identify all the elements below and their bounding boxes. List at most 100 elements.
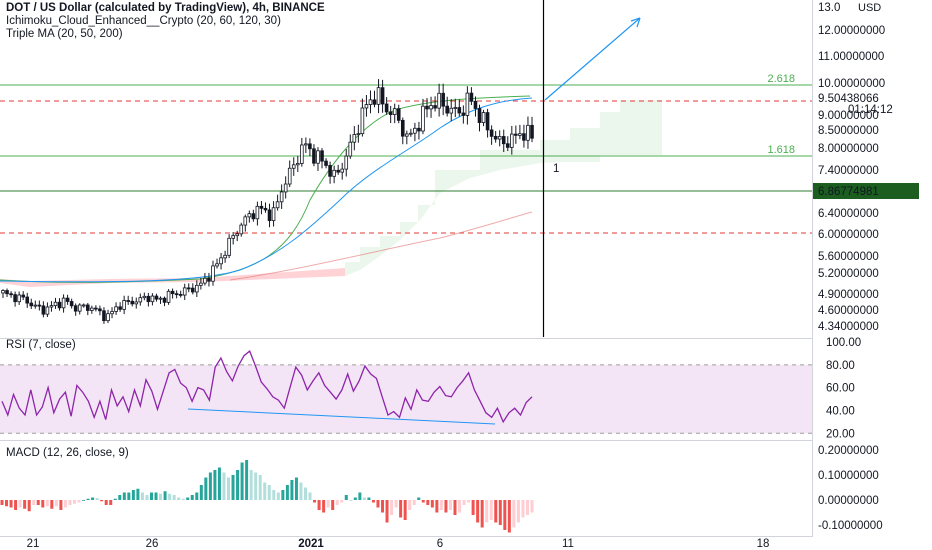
macd-histogram-bar <box>36 500 40 505</box>
macd-histogram-bar <box>82 500 86 501</box>
macd-histogram-bar <box>467 500 471 503</box>
candle-down <box>154 295 159 300</box>
candle-up <box>106 313 110 322</box>
macd-histogram-bar <box>358 492 362 500</box>
candle-down <box>9 293 13 296</box>
macd-histogram-bar <box>272 490 276 500</box>
candle-up <box>279 191 284 203</box>
candle-up <box>352 134 357 143</box>
price-tick-label: 10.00000000 <box>818 78 885 90</box>
candle-up <box>291 164 296 169</box>
candle-up <box>295 163 300 166</box>
candle-up <box>526 124 530 141</box>
macd-histogram-bar <box>159 493 163 500</box>
macd-histogram-bar <box>421 500 425 503</box>
macd-histogram-bar <box>59 500 63 510</box>
candle-up <box>421 105 425 132</box>
candle-down <box>380 87 385 105</box>
macd-histogram-bar <box>131 490 135 500</box>
candle-down <box>324 160 328 166</box>
price-tick-label: 4.90000000 <box>818 289 879 301</box>
macd-histogram-bar <box>299 482 303 500</box>
candle-up <box>219 257 223 265</box>
macd-histogram-bar <box>23 500 27 509</box>
vertical-marker-label: 1 <box>553 163 559 175</box>
candle-up <box>287 167 292 185</box>
macd-histogram-bar <box>190 495 194 500</box>
candle-up <box>235 233 240 237</box>
candle-up <box>203 277 207 284</box>
ichimoku-legend[interactable]: Ichimoku_Cloud_Enhanced__Crypto (20, 60,… <box>6 15 281 27</box>
candle-up <box>255 205 260 220</box>
candle-up <box>360 107 365 135</box>
macd-histogram-bar <box>50 500 54 509</box>
macd-histogram-bar <box>390 500 394 515</box>
macd-legend[interactable]: MACD (12, 26, close, 9) <box>6 447 129 459</box>
price-tick-label: 7.40000000 <box>818 165 879 177</box>
candle-down <box>263 207 268 211</box>
rsi-legend[interactable]: RSI (7, close) <box>6 339 76 351</box>
candle-down <box>118 306 122 310</box>
candle-up <box>61 297 66 309</box>
macd-histogram-bar <box>349 500 353 501</box>
candle-down <box>445 105 449 114</box>
triple-ma-legend[interactable]: Triple MA (20, 50, 200) <box>6 28 123 40</box>
macd-histogram-bar <box>217 467 221 500</box>
macd-histogram-bar <box>118 495 122 500</box>
macd-histogram-bar <box>285 485 289 500</box>
candle-up <box>409 132 413 135</box>
candle-down <box>372 99 377 105</box>
macd-histogram-bar <box>5 500 9 507</box>
candle-down <box>489 129 494 137</box>
marked-price-label: 6.86774981 <box>818 186 879 198</box>
last-price-label: 9.50438066 <box>818 93 879 105</box>
candle-down <box>170 290 175 295</box>
macd-histogram-bar <box>353 497 357 500</box>
candle-down <box>441 92 445 107</box>
macd-histogram-bar <box>471 500 475 515</box>
candle-up <box>368 99 373 105</box>
candle-up <box>405 133 409 137</box>
macd-histogram-bar <box>326 500 330 508</box>
macd-histogram-bar <box>344 495 348 500</box>
macd-histogram-bar <box>45 500 49 507</box>
macd-histogram-bar <box>516 500 520 523</box>
candle-up <box>340 168 345 173</box>
candle-down <box>308 143 312 150</box>
rsi-tick-label: 20.00 <box>826 428 855 440</box>
candle-down <box>469 92 474 102</box>
macd-histogram-bar <box>181 498 185 500</box>
macd-histogram-bar <box>525 500 529 515</box>
candle-down <box>162 297 167 303</box>
candle-down <box>514 133 518 136</box>
candle-down <box>13 294 17 303</box>
currency-label[interactable]: USD <box>855 2 885 14</box>
candle-down <box>384 103 389 113</box>
candle-down <box>320 150 324 162</box>
candle-up <box>77 304 82 312</box>
macd-tick-label: 0.10000000 <box>818 470 879 482</box>
price-tick-label: 9.00000000 <box>818 110 879 122</box>
candle-up <box>243 216 248 226</box>
candle-down <box>477 108 482 123</box>
macd-histogram-bar <box>340 500 344 503</box>
candle-up <box>271 207 276 222</box>
candle-down <box>41 305 46 315</box>
macd-histogram-bar <box>276 492 280 500</box>
candle-up <box>275 201 280 209</box>
macd-histogram-bar <box>231 475 235 500</box>
candle-down <box>336 169 340 173</box>
macd-histogram-bar <box>104 500 108 505</box>
candle-up <box>1 290 5 294</box>
candle-up <box>150 295 155 303</box>
price-tick-label: 5.60000000 <box>818 251 879 263</box>
rsi-tick-label: 40.00 <box>826 405 855 417</box>
rsi-tick-label: 100.00 <box>826 337 861 349</box>
macd-histogram-bar <box>263 482 267 500</box>
candle-up <box>90 307 94 311</box>
ma-20-line <box>0 95 531 283</box>
candle-up <box>231 235 235 239</box>
macd-histogram-bar <box>72 500 76 504</box>
macd-histogram-bar <box>290 480 294 500</box>
